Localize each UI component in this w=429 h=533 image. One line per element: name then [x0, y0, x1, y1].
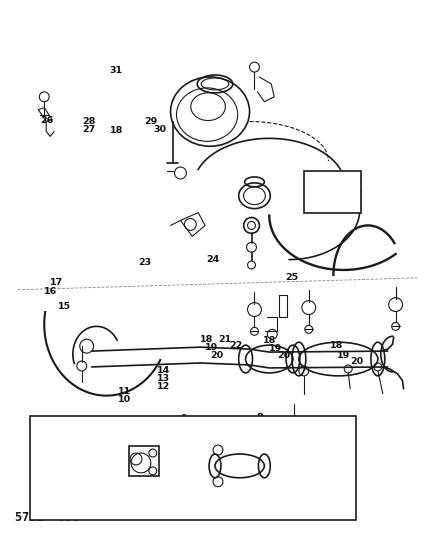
Text: 25: 25: [286, 272, 299, 281]
Text: 16: 16: [44, 287, 57, 296]
Text: 3: 3: [155, 469, 162, 478]
Text: 18: 18: [329, 341, 343, 350]
Text: 4: 4: [36, 460, 43, 469]
Bar: [30, 416, 356, 520]
Text: 20: 20: [277, 351, 290, 360]
Text: 24: 24: [206, 255, 219, 264]
Text: 9: 9: [181, 415, 187, 423]
Text: 1: 1: [94, 431, 100, 440]
Text: 30: 30: [153, 125, 166, 134]
Text: 18: 18: [263, 336, 277, 345]
Text: 26: 26: [40, 116, 53, 125]
Text: 5711  600: 5711 600: [15, 511, 80, 523]
Text: 5: 5: [42, 450, 49, 459]
Text: 27: 27: [82, 125, 96, 134]
Text: 19: 19: [337, 351, 350, 360]
Text: 20: 20: [210, 351, 224, 360]
Text: 21: 21: [218, 335, 231, 344]
Text: 8: 8: [256, 414, 263, 422]
Bar: [304, 171, 361, 213]
Text: 29: 29: [145, 117, 158, 126]
Text: 17: 17: [50, 278, 63, 287]
Text: 18: 18: [110, 126, 124, 135]
Text: 12: 12: [157, 382, 171, 391]
Text: 18: 18: [199, 335, 213, 344]
Text: 22: 22: [230, 341, 242, 350]
Text: 20: 20: [350, 357, 363, 366]
Text: 19: 19: [269, 344, 282, 353]
Text: 28: 28: [82, 117, 96, 126]
Text: 19: 19: [205, 343, 218, 352]
Text: 14: 14: [157, 366, 171, 375]
Text: 15: 15: [58, 302, 71, 311]
Text: 4: 4: [242, 469, 249, 478]
Text: 6: 6: [223, 476, 230, 485]
Text: 23: 23: [138, 259, 151, 268]
Bar: [129, 446, 159, 476]
Text: 31: 31: [109, 66, 123, 75]
Text: 2: 2: [100, 420, 106, 429]
Text: 13: 13: [157, 374, 170, 383]
Text: 7: 7: [243, 423, 250, 432]
Text: 10: 10: [118, 395, 131, 405]
Text: 11: 11: [118, 387, 131, 396]
